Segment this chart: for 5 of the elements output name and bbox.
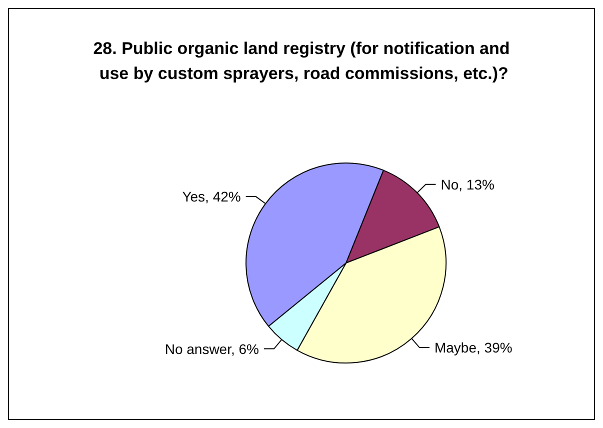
slice-label: No, 13% [440, 176, 494, 192]
chart-title: 28. Public organic land registry (for notification and use by custom sprayers, road commissions, etc.)? [93, 39, 510, 83]
slice-label: Maybe, 39% [434, 340, 512, 356]
slice-label: No answer, 6% [164, 340, 260, 357]
slice-label: Yes, 42% [182, 188, 241, 205]
